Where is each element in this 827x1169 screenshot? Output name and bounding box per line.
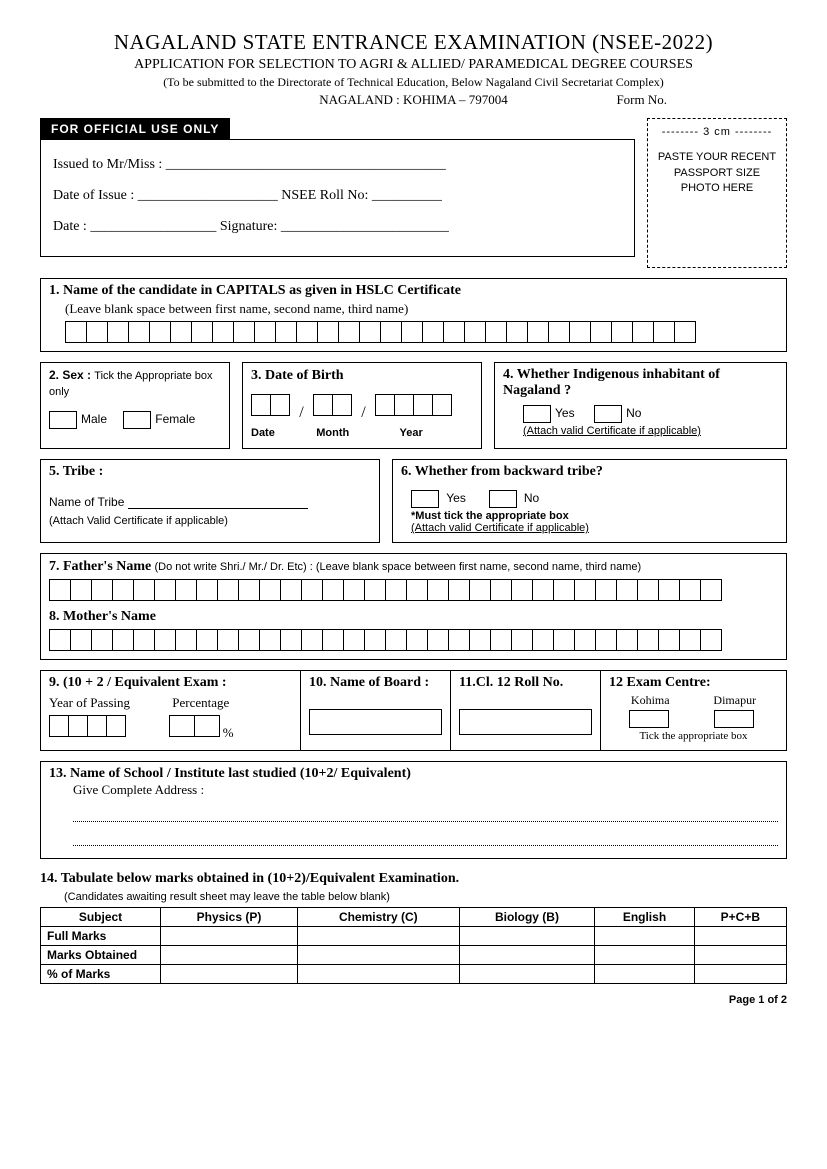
board-field[interactable] <box>309 709 442 735</box>
address-line-2[interactable] <box>73 832 778 846</box>
section-9-exam: 9. (10 + 2 / Equivalent Exam : Year of P… <box>40 670 300 751</box>
s12-d: Dimapur <box>713 693 756 708</box>
section-10-board: 10. Name of Board : <box>300 670 450 751</box>
dob-year-cells[interactable] <box>375 394 452 416</box>
section-6-backward: 6. Whether from backward tribe? Yes No *… <box>392 459 787 543</box>
s13-sub: Give Complete Address : <box>73 782 778 798</box>
pct-cells[interactable] <box>169 715 220 737</box>
s2-title: 2. Sex : <box>49 368 91 382</box>
s1-sub: (Leave blank space between first name, s… <box>65 301 778 317</box>
s7-title: 7. Father's Name <box>49 559 151 574</box>
section-2-sex: 2. Sex : Tick the Appropriate box only M… <box>40 362 230 449</box>
s4-no: No <box>626 406 641 420</box>
form-header: NAGALAND STATE ENTRANCE EXAMINATION (NSE… <box>40 30 787 108</box>
title-sub2: (To be submitted to the Directorate of T… <box>40 75 787 90</box>
s13-title: 13. Name of School / Institute last stud… <box>49 766 778 782</box>
tribe-name-field[interactable] <box>128 495 308 509</box>
section-3-dob: 3. Date of Birth / / Date Month Year <box>242 362 482 449</box>
s12-k: Kohima <box>631 693 670 708</box>
female-checkbox[interactable] <box>123 411 151 429</box>
dimapur-checkbox[interactable] <box>714 710 754 728</box>
indigenous-no-checkbox[interactable] <box>594 405 622 423</box>
male-label: Male <box>81 412 107 426</box>
section-1-name: 1. Name of the candidate in CAPITALS as … <box>40 278 787 352</box>
photo-line3: PHOTO HERE <box>656 181 778 196</box>
s5-attach: (Attach Valid Certificate if applicable) <box>49 515 371 527</box>
section-12-centre: 12 Exam Centre: Kohima Dimapur Tick the … <box>600 670 787 751</box>
s5-name-label: Name of Tribe <box>49 495 124 509</box>
photo-box[interactable]: -------- 3 cm -------- PASTE YOUR RECENT… <box>647 118 787 268</box>
s3-title: 3. Date of Birth <box>251 368 344 383</box>
s1-cells[interactable] <box>65 321 778 343</box>
s1-title: 1. Name of the candidate in CAPITALS as … <box>49 283 778 299</box>
title-main: NAGALAND STATE ENTRANCE EXAMINATION (NSE… <box>40 30 787 55</box>
form-no-label: Form No. <box>616 92 667 108</box>
s9-title: 9. (10 + 2 / Equivalent Exam : <box>49 675 292 691</box>
section-5-tribe: 5. Tribe : Name of Tribe (Attach Valid C… <box>40 459 380 543</box>
s14-title: 14. Tabulate below marks obtained in (10… <box>40 871 787 887</box>
s4-attach: (Attach valid Certificate if applicable) <box>523 425 778 437</box>
dob-day-cells[interactable] <box>251 394 290 416</box>
s8-title: 8. Mother's Name <box>49 609 778 625</box>
s6-attach: (Attach valid Certificate if applicable) <box>411 522 778 534</box>
s9-pct: Percentage <box>172 695 229 710</box>
s6-title: 6. Whether from backward tribe? <box>401 464 778 480</box>
s9-yop: Year of Passing <box>49 695 169 711</box>
photo-line1: PASTE YOUR RECENT <box>656 150 778 165</box>
dob-d-label: Date <box>251 427 299 439</box>
marks-body: Full Marks Marks Obtained % of Marks <box>41 927 787 984</box>
section-13-school: 13. Name of School / Institute last stud… <box>40 761 787 859</box>
s14-sub: (Candidates awaiting result sheet may le… <box>64 891 787 903</box>
female-label: Female <box>155 412 195 426</box>
address-line-1[interactable] <box>73 808 778 822</box>
backward-no-checkbox[interactable] <box>489 490 517 508</box>
s11-title: 11.Cl. 12 Roll No. <box>459 675 592 691</box>
official-use-block: FOR OFFICIAL USE ONLY Issued to Mr/Miss … <box>40 118 635 257</box>
section-4-indigenous: 4. Whether Indigenous inhabitant of Naga… <box>494 362 787 449</box>
yop-cells[interactable] <box>49 715 126 737</box>
indigenous-yes-checkbox[interactable] <box>523 405 551 423</box>
s4-title: 4. Whether Indigenous inhabitant of Naga… <box>503 367 778 399</box>
dob-y-label: Year <box>400 427 423 439</box>
dob-m-label: Month <box>316 427 376 439</box>
s6-must: *Must tick the appropriate box <box>411 510 778 522</box>
backward-yes-checkbox[interactable] <box>411 490 439 508</box>
roll-field[interactable] <box>459 709 592 735</box>
s10-title: 10. Name of Board : <box>309 675 442 691</box>
s8-cells[interactable] <box>49 629 778 651</box>
section-11-roll: 11.Cl. 12 Roll No. <box>450 670 600 751</box>
date-of-issue-line[interactable]: Date of Issue : ____________________ NSE… <box>53 181 622 212</box>
s7-hint: (Do not write Shri./ Mr./ Dr. Etc) : (Le… <box>155 561 642 573</box>
kohima-checkbox[interactable] <box>629 710 669 728</box>
s6-yes: Yes <box>446 491 466 505</box>
dob-month-cells[interactable] <box>313 394 352 416</box>
photo-line2: PASSPORT SIZE <box>656 166 778 181</box>
male-checkbox[interactable] <box>49 411 77 429</box>
marks-header-row: SubjectPhysics (P)Chemistry (C)Biology (… <box>41 908 787 927</box>
s12-title: 12 Exam Centre: <box>609 675 778 691</box>
s4-yes: Yes <box>555 406 575 420</box>
title-address: NAGALAND : KOHIMA – 797004 <box>319 92 508 108</box>
s6-no: No <box>524 491 539 505</box>
date-signature-line[interactable]: Date : __________________ Signature: ___… <box>53 212 622 243</box>
title-sub1: APPLICATION FOR SELECTION TO AGRI & ALLI… <box>40 57 787 73</box>
official-use-bar: FOR OFFICIAL USE ONLY <box>40 118 230 140</box>
issued-to-line[interactable]: Issued to Mr/Miss : ____________________… <box>53 150 622 181</box>
marks-table[interactable]: SubjectPhysics (P)Chemistry (C)Biology (… <box>40 907 787 984</box>
s12-tick: Tick the appropriate box <box>609 730 778 742</box>
s5-title: 5. Tribe : <box>49 464 371 480</box>
section-7-8-parents: 7. Father's Name (Do not write Shri./ Mr… <box>40 553 787 660</box>
s7-cells[interactable] <box>49 579 778 601</box>
page-footer: Page 1 of 2 <box>40 994 787 1006</box>
photo-size: -------- 3 cm -------- <box>662 126 773 138</box>
section-14-marks: 14. Tabulate below marks obtained in (10… <box>40 871 787 984</box>
